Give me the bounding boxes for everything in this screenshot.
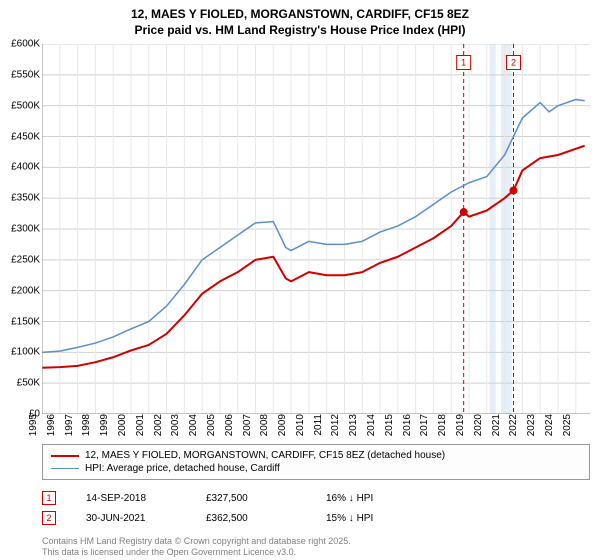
annotation-table: 1 14-SEP-2018 £327,500 16% ↓ HPI 2 30-JUN-202… [42, 488, 590, 528]
legend-label: HPI: Average price, detached house, Card… [85, 463, 280, 474]
y-tick-label: £50K [0, 378, 40, 389]
chart-container: 12, MAES Y FIOLED, MORGANSTOWN, CARDIFF,… [0, 0, 600, 560]
annotation-delta: 16% ↓ HPI [326, 493, 416, 504]
y-tick-label: £300K [0, 224, 40, 235]
chart-title: 12, MAES Y FIOLED, MORGANSTOWN, CARDIFF,… [0, 0, 600, 38]
legend-item: HPI: Average price, detached house, Card… [51, 462, 581, 475]
annotation-price: £327,500 [206, 493, 296, 504]
x-tick-label: 2025 [562, 414, 590, 436]
legend-label: 12, MAES Y FIOLED, MORGANSTOWN, CARDIFF,… [85, 450, 445, 461]
y-tick-label: £400K [0, 162, 40, 173]
title-line-1: 12, MAES Y FIOLED, MORGANSTOWN, CARDIFF,… [0, 6, 600, 22]
chart-svg: 12 [42, 44, 590, 414]
y-tick-label: £250K [0, 254, 40, 265]
svg-text:2: 2 [511, 58, 516, 68]
annotation-delta: 15% ↓ HPI [326, 513, 416, 524]
copyright-line-1: Contains HM Land Registry data © Crown c… [42, 536, 351, 547]
annotation-price: £362,500 [206, 513, 296, 524]
y-tick-label: £450K [0, 131, 40, 142]
legend-swatch [51, 468, 79, 469]
annotation-row: 1 14-SEP-2018 £327,500 16% ↓ HPI [42, 488, 590, 508]
copyright: Contains HM Land Registry data © Crown c… [42, 536, 351, 558]
y-tick-label: £350K [0, 193, 40, 204]
annotation-date: 14-SEP-2018 [86, 493, 176, 504]
y-tick-label: £550K [0, 69, 40, 80]
y-tick-label: £500K [0, 100, 40, 111]
chart-area: 12 £0£50K£100K£150K£200K£250K£300K£350K£… [42, 44, 590, 414]
y-tick-label: £100K [0, 347, 40, 358]
legend-item: 12, MAES Y FIOLED, MORGANSTOWN, CARDIFF,… [51, 449, 581, 462]
y-tick-label: £150K [0, 316, 40, 327]
legend-swatch [51, 455, 79, 457]
copyright-line-2: This data is licensed under the Open Gov… [42, 547, 351, 558]
annotation-badge: 2 [42, 511, 56, 525]
y-tick-label: £600K [0, 39, 40, 50]
annotation-row: 2 30-JUN-2021 £362,500 15% ↓ HPI [42, 508, 590, 528]
y-tick-label: £200K [0, 285, 40, 296]
annotation-badge: 1 [42, 491, 56, 505]
svg-text:1: 1 [461, 58, 466, 68]
title-line-2: Price paid vs. HM Land Registry's House … [0, 22, 600, 38]
annotation-date: 30-JUN-2021 [86, 513, 176, 524]
legend: 12, MAES Y FIOLED, MORGANSTOWN, CARDIFF,… [42, 444, 590, 480]
